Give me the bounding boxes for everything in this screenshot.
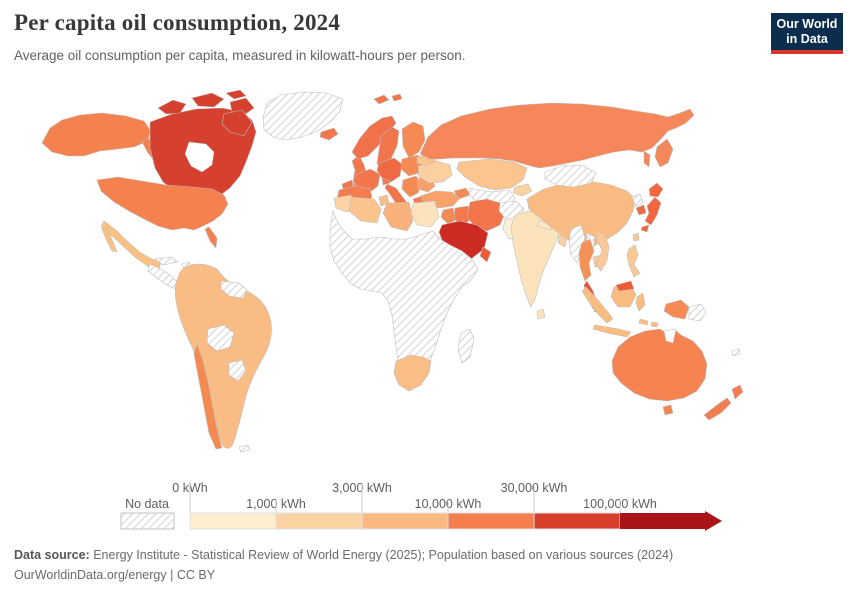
- region-tasmania[interactable]: [662, 404, 674, 416]
- legend-tick-100000: 100,000 kWh: [583, 497, 657, 511]
- region-iceland[interactable]: [319, 127, 339, 141]
- legend-tick-3000: 3,000 kWh: [332, 481, 392, 495]
- gulf-of-carpentaria-water: [663, 328, 677, 344]
- datasource-line: Data source: Energy Institute - Statisti…: [14, 545, 836, 565]
- region-south-korea[interactable]: [635, 204, 647, 216]
- region-australia[interactable]: [611, 328, 708, 402]
- region-north-korea[interactable]: [631, 193, 644, 208]
- region-canadian-arctic-1[interactable]: [157, 99, 187, 115]
- legend-bin-2[interactable]: [361, 512, 449, 530]
- owid-logo-line2: in Data: [786, 32, 828, 46]
- region-canadian-arctic-2[interactable]: [191, 92, 225, 108]
- region-egypt[interactable]: [410, 200, 440, 228]
- legend-no-data-label: No data: [125, 497, 169, 511]
- owid-energy-link[interactable]: OurWorldinData.org/energy: [14, 568, 167, 582]
- region-sulawesi[interactable]: [635, 292, 646, 312]
- footer-separator: |: [170, 568, 174, 582]
- legend-no-data-swatch[interactable]: [120, 512, 175, 530]
- region-new-caledonia[interactable]: [731, 348, 741, 357]
- region-japan-hokkaido[interactable]: [648, 182, 664, 198]
- region-iran[interactable]: [466, 198, 506, 232]
- region-new-zealand-north[interactable]: [731, 384, 744, 400]
- region-vietnam[interactable]: [595, 230, 610, 272]
- datasource-text[interactable]: Energy Institute - Statistical Review of…: [93, 548, 674, 562]
- region-japan-honshu[interactable]: [644, 196, 662, 226]
- region-south-america[interactable]: [174, 263, 272, 449]
- chart-footer: Data source: Energy Institute - Statisti…: [14, 545, 836, 585]
- region-central-europe[interactable]: [376, 157, 403, 183]
- region-algeria[interactable]: [348, 196, 382, 224]
- region-svalbard-1[interactable]: [373, 94, 390, 105]
- region-japan-kyushu[interactable]: [640, 224, 650, 233]
- legend-arrow-icon: [705, 511, 722, 531]
- region-philippines[interactable]: [626, 244, 641, 278]
- region-oman[interactable]: [479, 246, 492, 263]
- region-svalbard-2[interactable]: [391, 93, 403, 102]
- region-russia[interactable]: [419, 102, 695, 169]
- region-lesser-sunda-1[interactable]: [638, 318, 649, 326]
- region-alaska[interactable]: [41, 112, 151, 157]
- region-java[interactable]: [592, 324, 632, 338]
- region-sumatra[interactable]: [581, 286, 614, 324]
- region-falkland-islands[interactable]: [238, 444, 251, 453]
- region-levant[interactable]: [440, 207, 457, 225]
- region-sub-saharan-africa[interactable]: [329, 210, 479, 390]
- region-taiwan[interactable]: [632, 232, 640, 242]
- region-central-america[interactable]: [147, 263, 180, 291]
- legend-bin-5[interactable]: [620, 513, 706, 529]
- owid-logo[interactable]: Our World in Data: [771, 13, 843, 54]
- region-florida[interactable]: [204, 226, 218, 249]
- region-paraguay[interactable]: [228, 359, 247, 382]
- cc-by-link[interactable]: CC BY: [176, 568, 216, 582]
- legend-tick-0: 0 kWh: [172, 481, 208, 495]
- chart-subtitle: Average oil consumption per capita, meas…: [14, 48, 466, 63]
- region-kamchatka[interactable]: [654, 138, 674, 168]
- hudson-bay-water: [184, 141, 215, 173]
- region-baja-california[interactable]: [101, 227, 118, 253]
- region-thailand[interactable]: [578, 238, 595, 282]
- region-borneo-malaysia[interactable]: [615, 280, 635, 292]
- legend-tick-30000: 30,000 kWh: [500, 481, 568, 495]
- region-ukraine[interactable]: [417, 160, 453, 184]
- region-mongolia[interactable]: [544, 164, 597, 188]
- region-norway[interactable]: [351, 115, 397, 160]
- region-guyana-suriname[interactable]: [220, 280, 248, 299]
- region-cuba[interactable]: [154, 256, 179, 266]
- legend-tick-10000: 10,000 kWh: [414, 497, 482, 511]
- region-lesser-sunda-2[interactable]: [650, 321, 659, 328]
- region-papua-new-guinea[interactable]: [688, 303, 707, 322]
- region-canadian-arctic-4[interactable]: [225, 89, 247, 100]
- legend-bin-3[interactable]: [447, 512, 535, 530]
- legend-bin-4[interactable]: [533, 512, 621, 530]
- license-line: OurWorldinData.org/energy | CC BY: [14, 565, 836, 585]
- region-greenland[interactable]: [262, 91, 344, 141]
- datasource-label: Data source:: [14, 548, 90, 562]
- region-new-zealand-south[interactable]: [703, 397, 732, 421]
- region-finland[interactable]: [401, 121, 426, 159]
- legend-tick-1000: 1,000 kWh: [246, 497, 306, 511]
- region-papua-indonesia[interactable]: [663, 299, 690, 320]
- region-kyrgyzstan-tajikistan[interactable]: [512, 183, 533, 197]
- region-south-africa[interactable]: [393, 354, 432, 392]
- page-title: Per capita oil consumption, 2024: [14, 10, 341, 35]
- region-baffin-island[interactable]: [221, 109, 253, 137]
- owid-logo-line1: Our World: [776, 17, 838, 31]
- region-madagascar[interactable]: [457, 328, 475, 364]
- region-libya[interactable]: [382, 201, 414, 232]
- region-sri-lanka[interactable]: [536, 308, 546, 320]
- region-chile[interactable]: [193, 343, 223, 450]
- legend-bin-1[interactable]: [275, 512, 363, 530]
- region-bolivia[interactable]: [206, 324, 235, 352]
- region-usa[interactable]: [96, 176, 229, 231]
- legend-bin-0[interactable]: [189, 512, 277, 530]
- region-sakhalin[interactable]: [643, 150, 651, 168]
- region-kazakhstan[interactable]: [456, 158, 528, 191]
